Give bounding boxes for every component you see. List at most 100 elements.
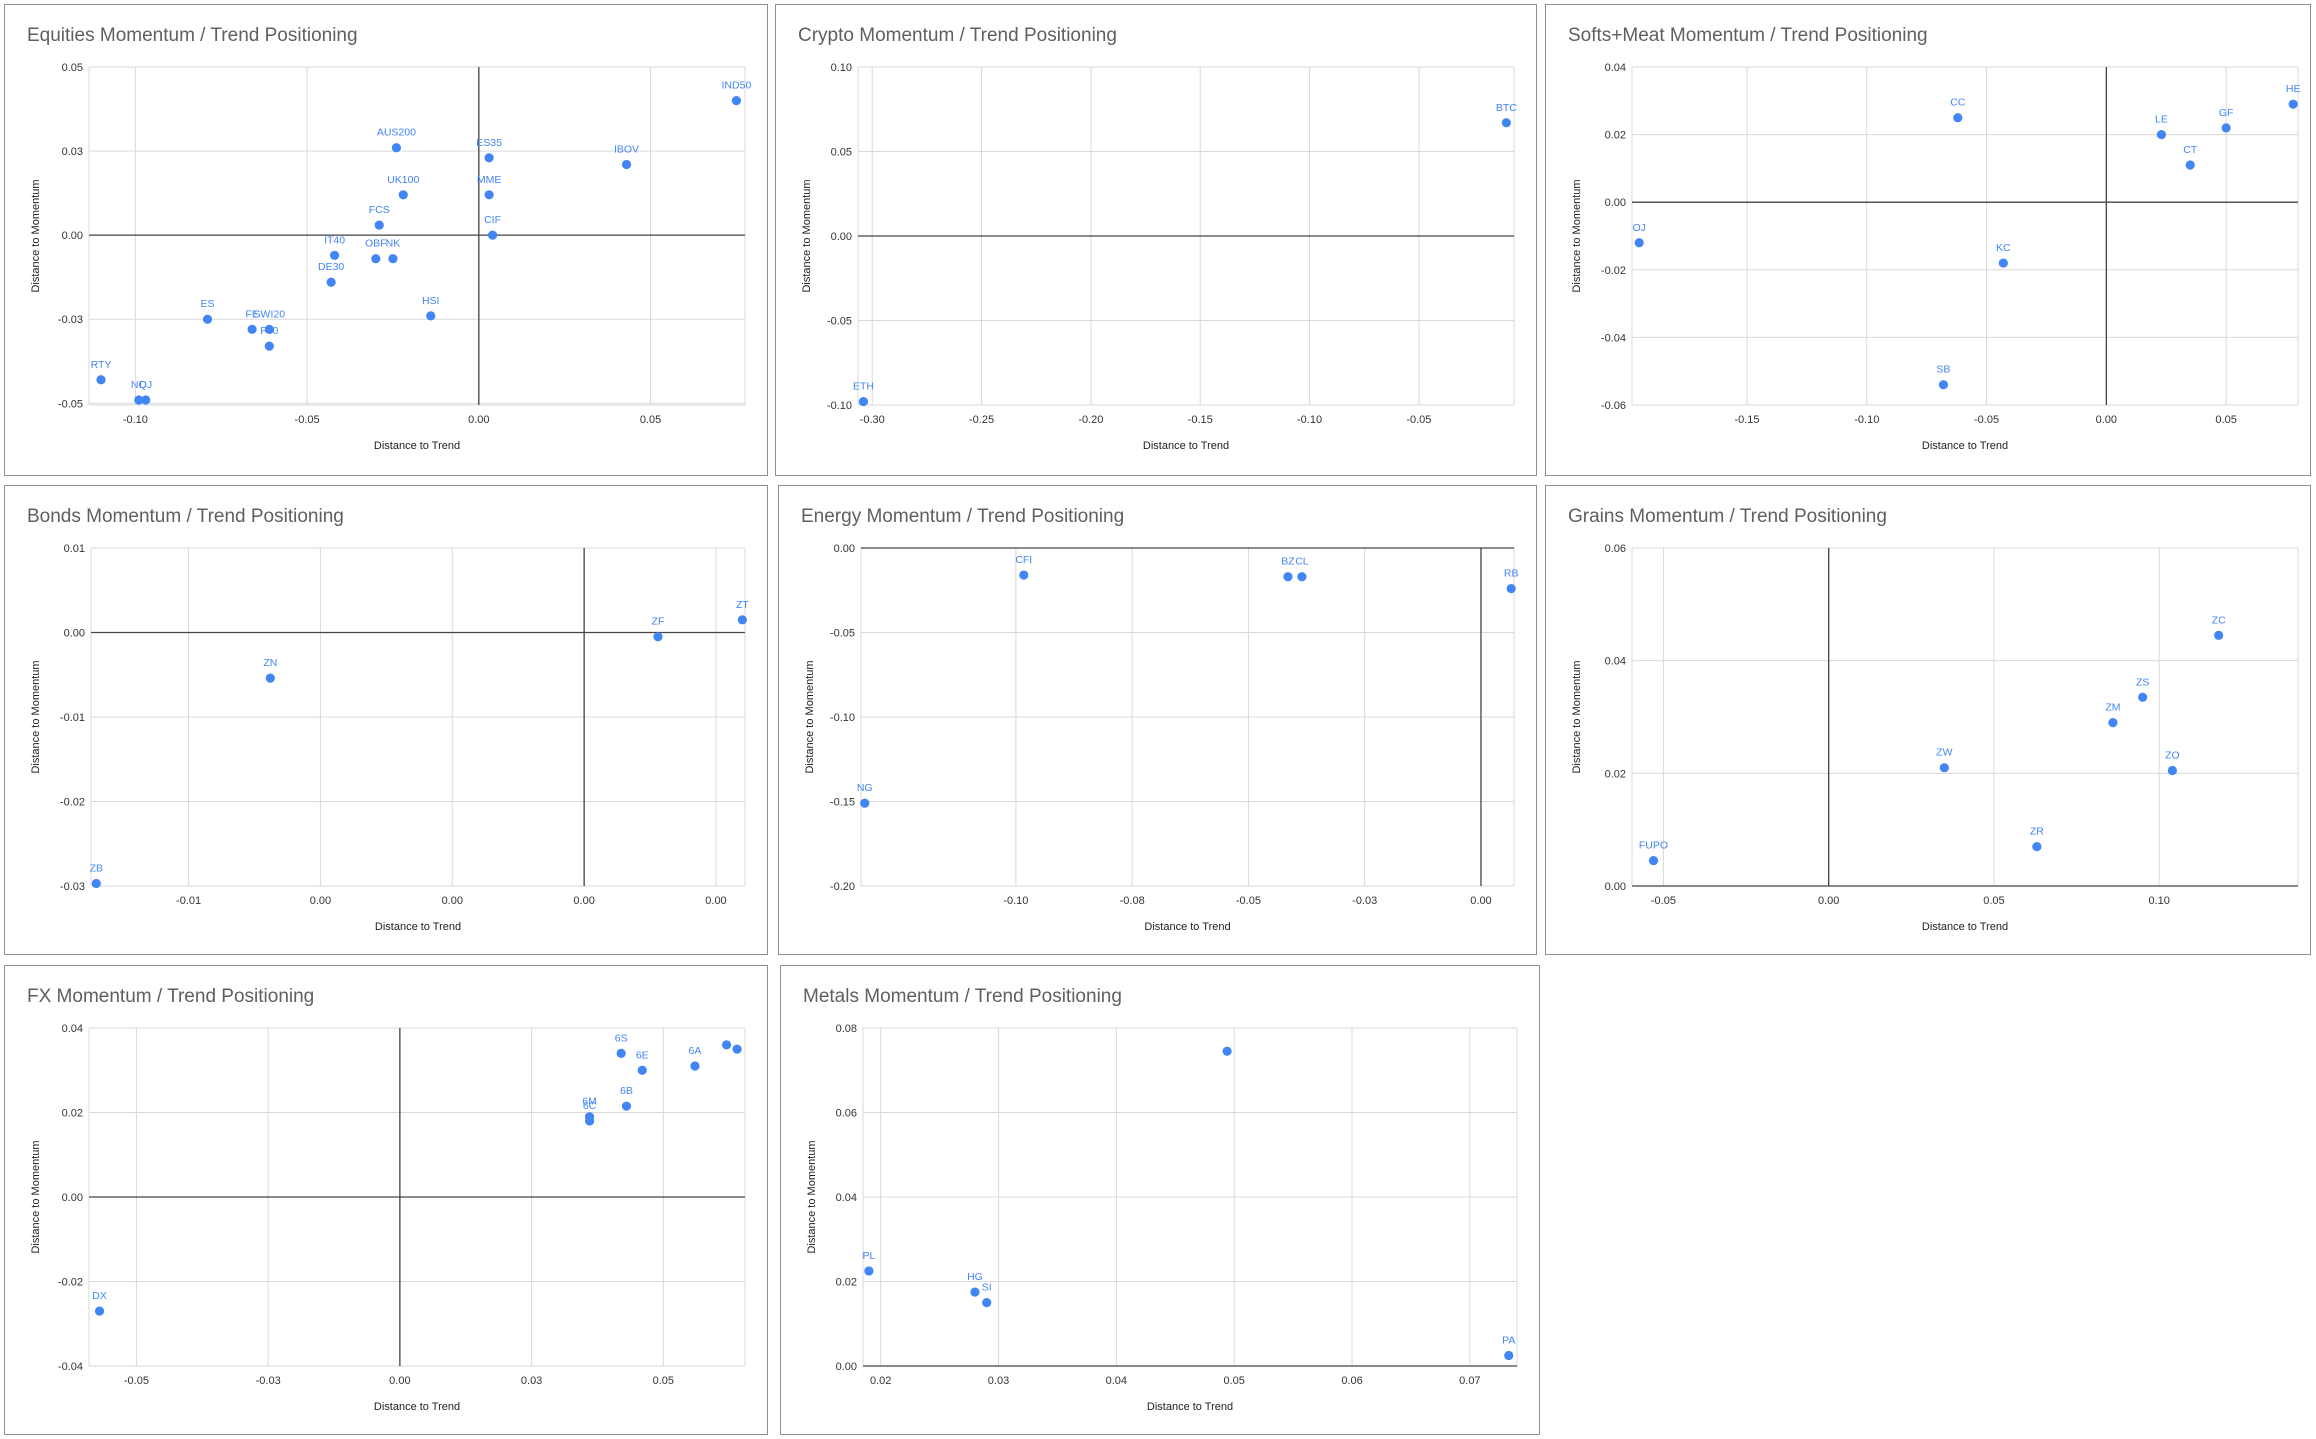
y-tick-label: -0.06 — [1601, 400, 1626, 412]
y-tick-label: 0.06 — [836, 1108, 857, 1120]
data-point-label: UK100 — [387, 174, 419, 186]
data-point — [94, 1306, 105, 1316]
y-tick-label: 0.06 — [1605, 543, 1626, 555]
data-point-label: PA — [1502, 1334, 1515, 1346]
data-point — [1019, 570, 1029, 580]
y-tick-label: -0.05 — [58, 398, 83, 410]
x-tick-label: -0.10 — [1297, 414, 1322, 426]
data-point-label: CFI — [1015, 554, 1032, 566]
x-tick-label: 0.05 — [653, 1375, 674, 1387]
data-point-label: FE — [245, 308, 258, 320]
data-point-label: MME — [477, 174, 502, 186]
data-point-label: BTC — [1496, 102, 1517, 114]
data-point — [621, 159, 632, 170]
x-tick-label: 0.05 — [640, 414, 661, 426]
y-tick-label: 0.10 — [831, 62, 852, 74]
x-tick-label: -0.15 — [1734, 414, 1759, 426]
data-point-label: RTY — [91, 359, 112, 371]
data-point-label: HSI — [422, 295, 440, 307]
x-tick-label: 0.00 — [310, 895, 331, 907]
data-point-label: SI — [982, 1282, 992, 1294]
data-point — [2032, 841, 2042, 852]
y-tick-label: 0.02 — [62, 1108, 83, 1120]
x-tick-label: 0.00 — [573, 895, 594, 907]
y-tick-label: 0.02 — [1605, 130, 1626, 142]
data-point-label: ZM — [2105, 702, 2120, 714]
x-tick-label: -0.10 — [123, 414, 148, 426]
data-point — [1939, 763, 1949, 773]
chart-title: Bonds Momentum / Trend Positioning — [27, 506, 344, 527]
data-point — [2167, 765, 2178, 776]
y-tick-label: -0.20 — [830, 881, 855, 893]
data-point — [265, 673, 275, 683]
x-tick-label: 0.03 — [521, 1375, 542, 1387]
x-axis-title: Distance to Trend — [1922, 440, 2008, 452]
chart-title: Equities Momentum / Trend Positioning — [27, 25, 358, 46]
y-tick-label: 0.00 — [834, 543, 855, 555]
data-point — [2156, 130, 2167, 140]
y-tick-label: -0.05 — [830, 628, 855, 640]
y-tick-label: -0.04 — [58, 1361, 83, 1373]
data-point-label: PL — [862, 1250, 875, 1262]
data-point — [1634, 238, 1644, 248]
x-axis-title: Distance to Trend — [1144, 921, 1230, 933]
data-point-label: IBOV — [614, 144, 639, 156]
data-point — [1998, 258, 2008, 268]
y-tick-label: 0.08 — [836, 1023, 857, 1035]
data-point — [391, 143, 401, 153]
data-point-label: ZO — [2165, 750, 2180, 762]
data-point-label: CIF — [484, 214, 501, 226]
data-point — [247, 324, 257, 334]
data-point — [264, 341, 274, 351]
softs-meat-scatter-chart: -0.15 -0.10 -0.05 0.00 0.05 -0.06 -0.04 -0.02 0.… — [1571, 62, 2301, 452]
equities-scatter-chart: -0.10 -0.05 0.00 0.05 -0.05 -0.03 0.00 0.03 0.05… — [30, 62, 751, 452]
data-point-label: RB — [1504, 568, 1519, 580]
data-point — [690, 1061, 700, 1071]
x-tick-label: -0.15 — [1188, 414, 1213, 426]
chart-title: Energy Momentum / Trend Positioning — [801, 506, 1125, 527]
x-tick-label: 0.00 — [1470, 895, 1491, 907]
data-point-label: SB — [1936, 364, 1950, 376]
y-tick-label: 0.00 — [62, 230, 83, 242]
chart-title: Grains Momentum / Trend Positioning — [1568, 506, 1887, 527]
data-point — [584, 1116, 595, 1126]
data-point-label: FCS — [369, 204, 390, 216]
data-point — [637, 1065, 647, 1075]
data-point-label: F40 — [260, 325, 278, 337]
data-point-label: CL — [1295, 556, 1309, 568]
y-tick-label: -0.02 — [60, 797, 85, 809]
x-tick-label: 0.02 — [870, 1375, 891, 1387]
x-axis-title: Distance to Trend — [375, 921, 461, 933]
data-point — [326, 277, 336, 287]
x-tick-label: -0.05 — [1974, 414, 1999, 426]
data-point-label: DJ — [139, 379, 152, 391]
data-point — [737, 615, 747, 625]
y-tick-label: 0.01 — [64, 543, 85, 555]
y-axis-title: Distance to Momentum — [1571, 179, 1583, 292]
y-tick-label: 0.04 — [836, 1192, 857, 1204]
data-point — [374, 220, 384, 230]
x-tick-label: -0.01 — [176, 895, 201, 907]
data-point-label: IT40 — [324, 234, 345, 246]
data-point — [2214, 630, 2224, 640]
data-point-label: ES — [200, 298, 214, 310]
x-axis-title: Distance to Trend — [374, 440, 460, 452]
data-point — [970, 1287, 980, 1297]
x-tick-label: -0.05 — [1651, 895, 1676, 907]
data-point-label: ES35 — [476, 137, 502, 149]
y-tick-label: 0.02 — [1605, 768, 1626, 780]
data-point — [653, 632, 663, 642]
y-tick-label: 0.05 — [62, 62, 83, 74]
data-point — [96, 375, 106, 385]
data-point — [732, 1044, 742, 1054]
chart-panel-energy: Energy Momentum / Trend Positioning -0.1… — [778, 485, 1537, 955]
data-point — [426, 311, 436, 321]
data-point — [134, 395, 144, 405]
x-tick-label: 0.00 — [442, 895, 463, 907]
data-point-label: HE — [2286, 83, 2301, 95]
data-point — [371, 254, 381, 264]
data-point-label: 6S — [615, 1032, 628, 1044]
data-point — [731, 96, 742, 106]
data-point-label: NQ — [131, 379, 147, 391]
data-point-label: FUPO — [1639, 840, 1668, 852]
